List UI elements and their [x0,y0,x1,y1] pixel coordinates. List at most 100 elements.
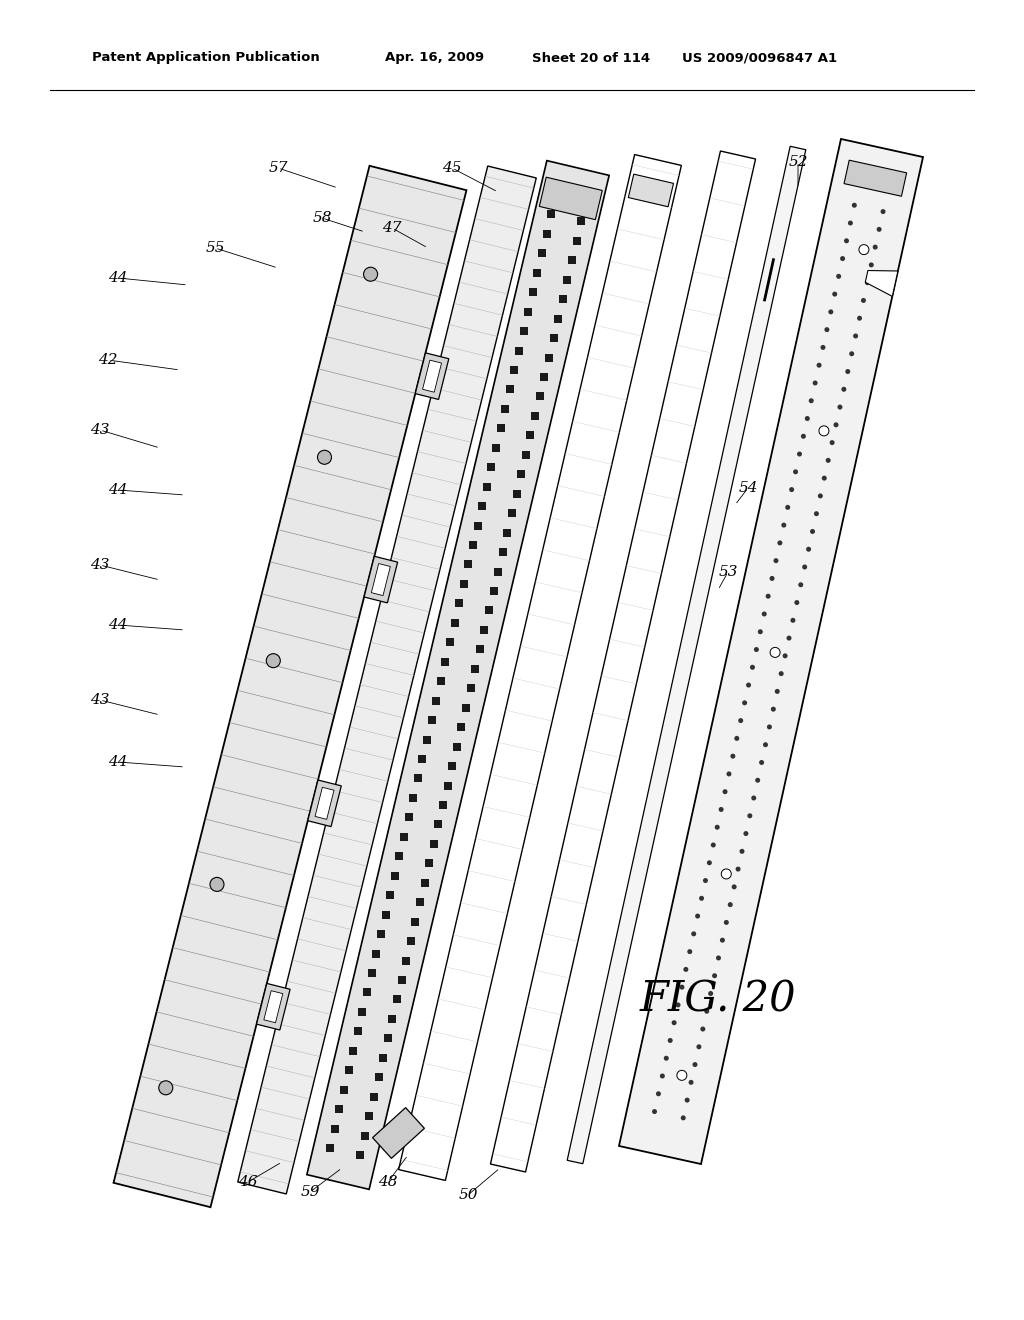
Bar [446,639,454,647]
Circle shape [778,671,783,676]
Circle shape [735,867,740,871]
Circle shape [738,718,743,723]
Bar [443,781,452,789]
Bar [462,704,470,711]
Circle shape [777,540,782,545]
Text: 50: 50 [459,1188,478,1203]
Text: 59: 59 [300,1185,319,1199]
Bar [519,327,527,335]
Bar [373,949,380,957]
Circle shape [766,594,771,599]
Circle shape [677,1071,687,1080]
Bar [434,821,442,829]
Circle shape [724,920,729,925]
Circle shape [758,630,763,634]
Bar [345,1067,352,1074]
Bar [432,697,440,705]
Circle shape [853,334,858,338]
Circle shape [743,832,749,836]
Bar [377,931,385,939]
Circle shape [834,422,839,428]
Bar [414,775,422,783]
Text: 45: 45 [442,161,462,176]
Bar [524,308,532,315]
Bar [547,210,555,218]
Bar [412,917,420,925]
Bar [528,288,537,296]
Circle shape [810,529,815,535]
Circle shape [781,523,786,528]
Circle shape [791,618,796,623]
Bar [552,191,560,199]
Circle shape [754,647,759,652]
Circle shape [773,558,778,564]
Circle shape [818,494,823,499]
Circle shape [805,416,810,421]
Circle shape [752,796,757,800]
Circle shape [748,813,753,818]
Bar [375,1073,383,1081]
Bar [554,314,562,322]
Circle shape [734,735,739,741]
Circle shape [683,966,688,972]
Circle shape [840,256,845,261]
Bar [487,463,496,471]
Circle shape [692,1063,697,1067]
Bar [455,599,463,607]
Circle shape [728,902,733,907]
Polygon shape [307,161,609,1189]
Bar [391,871,398,879]
Circle shape [700,1027,706,1031]
Bar [439,801,447,809]
Polygon shape [423,360,441,392]
Text: 44: 44 [109,618,128,632]
Polygon shape [540,177,602,219]
Text: Sheet 20 of 114: Sheet 20 of 114 [532,51,650,65]
Circle shape [865,280,869,285]
Text: 47: 47 [382,220,401,235]
Bar [356,1151,365,1159]
Circle shape [801,434,806,438]
Circle shape [687,949,692,954]
Circle shape [799,582,803,587]
Bar [366,1113,374,1121]
Bar [370,1093,378,1101]
Circle shape [861,298,866,302]
Text: Apr. 16, 2009: Apr. 16, 2009 [385,51,484,65]
Bar [480,626,488,634]
Bar [327,1144,334,1152]
Bar [476,645,484,653]
Bar [382,911,389,919]
Bar [460,579,468,587]
Circle shape [775,689,779,694]
Bar [379,1053,387,1061]
Circle shape [723,789,727,795]
Circle shape [719,807,724,812]
Bar [419,755,426,763]
Circle shape [755,777,760,783]
Circle shape [816,363,821,368]
Circle shape [770,647,780,657]
Text: Patent Application Publication: Patent Application Publication [92,51,319,65]
Circle shape [681,1115,686,1121]
Bar [384,1035,392,1043]
Circle shape [852,203,857,207]
Polygon shape [373,1107,424,1159]
Polygon shape [308,780,341,826]
Bar [349,1047,357,1055]
Bar [404,813,413,821]
Circle shape [676,1002,681,1007]
Polygon shape [844,160,906,197]
Polygon shape [490,150,756,1172]
Circle shape [159,1081,173,1094]
Polygon shape [238,166,537,1195]
Circle shape [845,370,850,374]
Text: 42: 42 [98,352,118,367]
Circle shape [793,470,798,474]
Circle shape [664,1056,669,1061]
Text: 44: 44 [109,483,128,498]
Bar [541,374,548,381]
Circle shape [770,576,774,581]
Bar [499,548,507,556]
Text: 44: 44 [109,271,128,285]
